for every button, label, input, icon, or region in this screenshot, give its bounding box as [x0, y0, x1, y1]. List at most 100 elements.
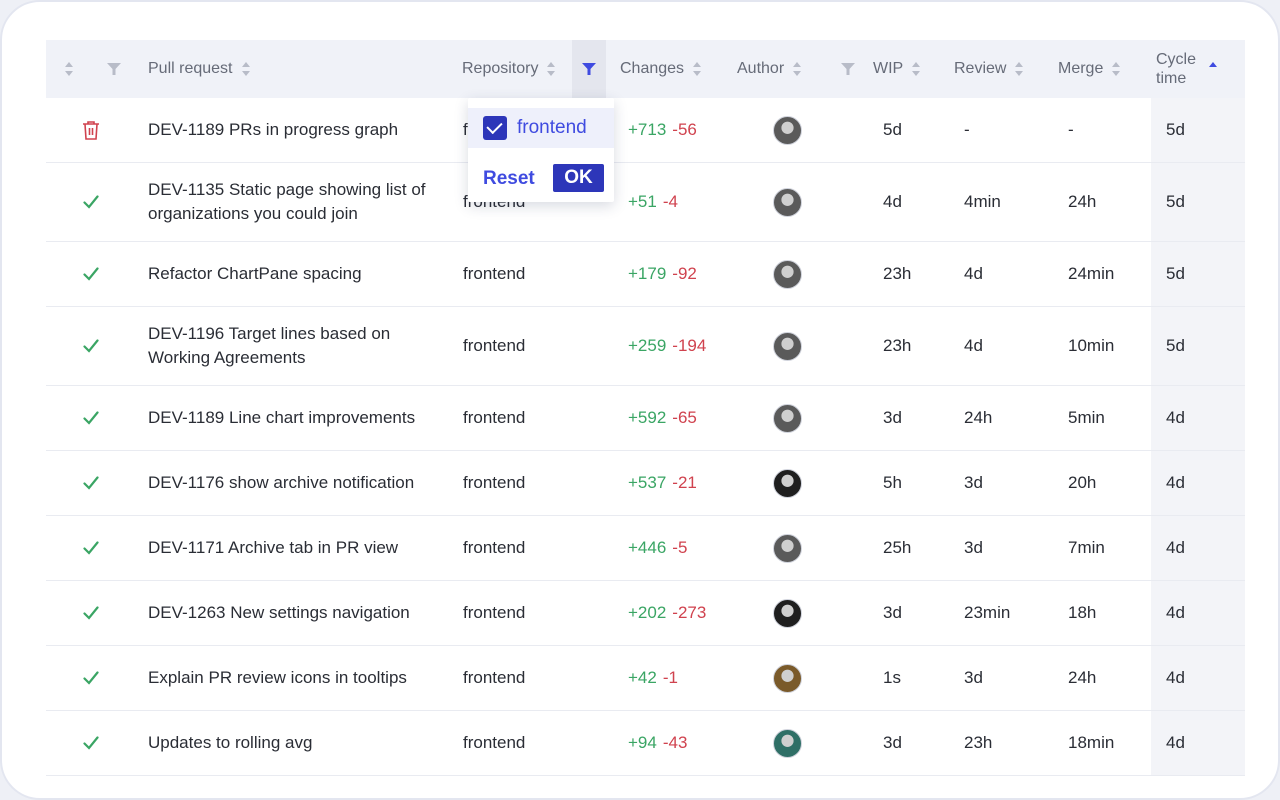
author-cell: [746, 331, 871, 361]
repository-filter-button[interactable]: [572, 40, 606, 98]
header-author[interactable]: Author: [736, 40, 834, 98]
author-cell: [746, 115, 871, 145]
repository-cell: frontend: [463, 538, 526, 557]
table-row[interactable]: Refactor ChartPane spacing frontend +179 -9…: [46, 242, 1245, 307]
changes-cell: +537 -21: [616, 473, 746, 493]
avatar[interactable]: [773, 598, 802, 628]
pull-request-title[interactable]: DEV-1263 New settings navigation: [148, 603, 410, 622]
ok-button[interactable]: OK: [553, 164, 604, 192]
deletions-count: -1: [662, 668, 678, 687]
deletions-count: -4: [662, 192, 678, 211]
wip-cell: 3d: [883, 603, 902, 622]
status-sort-control[interactable]: [46, 40, 91, 98]
additions-count: +179: [628, 264, 667, 283]
merge-cell: 5min: [1068, 408, 1105, 427]
changes-cell: +713 -56: [616, 120, 746, 140]
header-cycle-time[interactable]: Cycle time: [1141, 40, 1235, 98]
avatar[interactable]: [773, 533, 802, 563]
wip-cell: 3d: [883, 733, 902, 752]
header-label: Review: [954, 60, 1007, 77]
header-merge[interactable]: Merge: [1046, 40, 1141, 98]
avatar[interactable]: [773, 403, 802, 433]
table-row[interactable]: DEV-1263 New settings navigation frontend…: [46, 581, 1245, 646]
table-row[interactable]: DEV-1176 show archive notification fronte…: [46, 451, 1245, 516]
repository-cell: frontend: [463, 668, 526, 687]
check-icon: [83, 267, 99, 281]
header-review[interactable]: Review: [942, 40, 1046, 98]
additions-count: +94: [628, 733, 657, 752]
changes-cell: +446 -5: [616, 538, 746, 558]
pull-request-title[interactable]: Updates to rolling avg: [148, 733, 313, 752]
header-pull-request[interactable]: Pull request: [136, 40, 450, 98]
repository-filter-dropdown: frontend Reset OK: [468, 98, 614, 202]
cycle-time-cell: 5d: [1151, 307, 1245, 385]
status-cell: [46, 339, 136, 353]
check-icon: [83, 541, 99, 555]
changes-cell: +42 -1: [616, 668, 746, 688]
table-row[interactable]: DEV-1189 PRs in progress graph f +713 -56 5d…: [46, 98, 1245, 163]
author-cell: [746, 598, 871, 628]
header-label: Author: [737, 60, 785, 77]
avatar[interactable]: [773, 663, 802, 693]
table-body: DEV-1189 PRs in progress graph f +713 -56 5d…: [46, 98, 1245, 776]
deletions-count: -92: [672, 264, 697, 283]
pull-request-title[interactable]: Explain PR review icons in tooltips: [148, 668, 407, 687]
repository-cell: frontend: [463, 336, 526, 355]
repository-cell: f: [463, 120, 468, 139]
table-row[interactable]: Explain PR review icons in tooltips front…: [46, 646, 1245, 711]
deletions-count: -21: [672, 473, 697, 492]
wip-cell: 5d: [883, 120, 902, 139]
pull-request-title[interactable]: Refactor ChartPane spacing: [148, 264, 362, 283]
sort-icon: [911, 61, 921, 77]
table-row[interactable]: DEV-1196 Target lines based on Working A…: [46, 307, 1245, 386]
funnel-icon: [840, 63, 855, 75]
avatar[interactable]: [773, 468, 802, 498]
repository-cell: frontend: [463, 264, 526, 283]
pull-request-title[interactable]: DEV-1176 show archive notification: [148, 473, 415, 492]
additions-count: +592: [628, 408, 667, 427]
header-repository[interactable]: Repository: [450, 40, 572, 98]
review-cell: 23min: [964, 603, 1011, 622]
avatar[interactable]: [773, 728, 802, 758]
header-label: Changes: [620, 60, 685, 77]
filter-option-frontend[interactable]: frontend: [468, 108, 614, 148]
deletions-count: -56: [672, 120, 697, 139]
header-changes[interactable]: Changes: [606, 40, 736, 98]
pull-request-title[interactable]: DEV-1189 Line chart improvements: [148, 408, 416, 427]
status-cell[interactable]: [46, 120, 136, 140]
author-filter-button[interactable]: [834, 40, 861, 98]
review-cell: 4d: [964, 336, 983, 355]
status-filter-control[interactable]: [91, 40, 136, 98]
changes-cell: +259 -194: [616, 336, 746, 356]
status-cell: [46, 541, 136, 555]
avatar[interactable]: [773, 115, 802, 145]
avatar[interactable]: [773, 259, 802, 289]
pull-request-title[interactable]: DEV-1135 Static page showing list of org…: [148, 180, 426, 223]
table-row[interactable]: DEV-1135 Static page showing list of org…: [46, 163, 1245, 242]
cycle-time-cell: 4d: [1151, 646, 1245, 710]
check-icon: [83, 476, 99, 490]
deletions-count: -43: [662, 733, 688, 752]
trash-icon: [83, 121, 99, 140]
checkbox-checked-icon[interactable]: [483, 116, 507, 140]
pull-request-title[interactable]: DEV-1196 Target lines based on Working A…: [148, 324, 391, 367]
funnel-icon: [106, 63, 121, 75]
sort-icon: [1111, 61, 1121, 77]
changes-cell: +592 -65: [616, 408, 746, 428]
header-wip[interactable]: WIP: [861, 40, 942, 98]
merge-cell: 10min: [1068, 336, 1115, 355]
avatar[interactable]: [773, 331, 802, 361]
status-cell: [46, 476, 136, 490]
table-row[interactable]: DEV-1171 Archive tab in PR view frontend +…: [46, 516, 1245, 581]
table-row[interactable]: Updates to rolling avg frontend +94 -43 3d 23…: [46, 711, 1245, 776]
repository-cell: frontend: [463, 473, 526, 492]
pull-request-title[interactable]: DEV-1189 PRs in progress graph: [148, 120, 399, 139]
cycle-time-cell: 5d: [1151, 163, 1245, 241]
table-row[interactable]: DEV-1189 Line chart improvements frontend…: [46, 386, 1245, 451]
reset-button[interactable]: Reset: [483, 168, 535, 189]
author-cell: [746, 468, 871, 498]
header-label: Repository: [462, 60, 539, 77]
avatar[interactable]: [773, 187, 802, 217]
pull-request-title[interactable]: DEV-1171 Archive tab in PR view: [148, 538, 399, 557]
author-cell: [746, 728, 871, 758]
